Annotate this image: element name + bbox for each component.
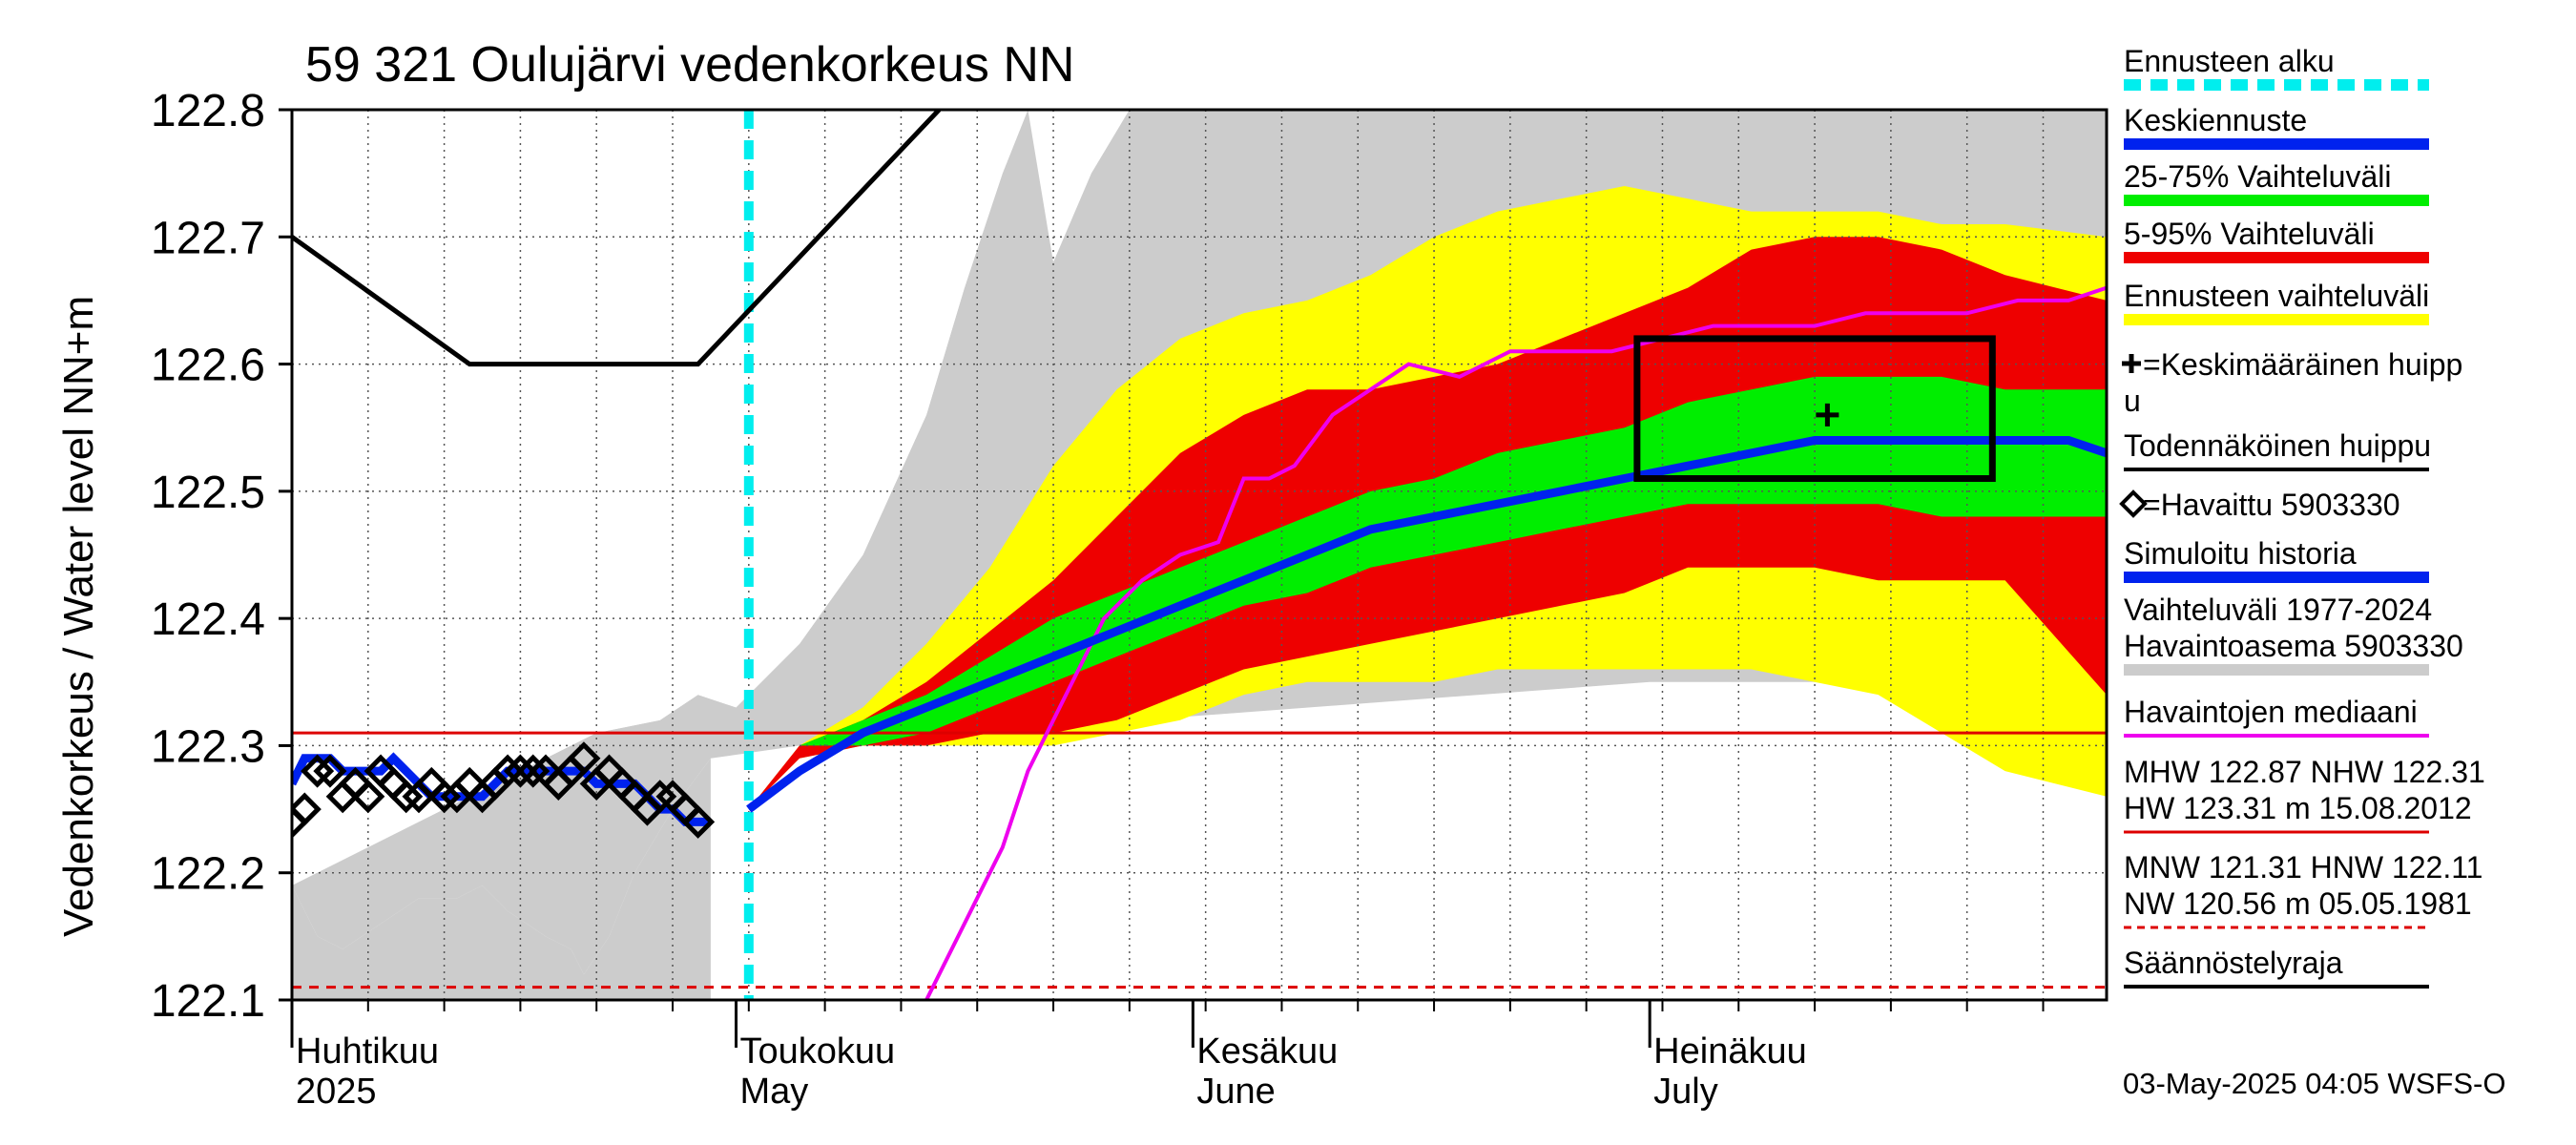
observed-point [681,804,716,839]
y-tick-label: 122.1 [151,976,265,1027]
legend-history-label-1: Vaihteluväli 1977-2024 [2124,593,2432,627]
month-label-fi: Heinäkuu [1653,1031,1807,1072]
legend-probable-peak-label: Todennäköinen huippu [2124,428,2431,463]
month-label-fi: Kesäkuu [1196,1031,1338,1072]
legend-p5_95-label: 5-95% Vaihteluväli [2124,217,2375,251]
observed-point [292,792,322,826]
chart-title: 59 321 Oulujärvi vedenkorkeus NN [305,37,1074,93]
legend-mnw-label-1: MNW 121.31 HNW 122.11 [2124,850,2483,885]
month-label-fi: Huhtikuu [296,1031,439,1072]
month-label-en: June [1196,1072,1275,1112]
plot-area [292,110,2107,1000]
timestamp-label: 03-May-2025 04:05 WSFS-O [2123,1067,2505,1100]
history-range-gap [292,110,1028,734]
observed-point [313,754,347,788]
legend-median-label: Havaintojen mediaani [2124,695,2418,729]
y-tick-label: 122.8 [151,86,265,136]
month-label-en: 2025 [296,1072,377,1112]
mean-forecast-line [746,436,2107,813]
legend-mhw-label-2: HW 123.31 m 15.08.2012 [2124,791,2472,825]
legend-mnw-label-2: NW 120.56 m 05.05.1981 [2124,886,2472,921]
history-range-lower [292,758,711,1000]
legend-regulation-label: Säännöstelyraja [2124,946,2343,980]
observed-point [516,754,551,788]
observed-point [301,754,335,788]
legend-simulated-label: Simuloitu historia [2124,536,2357,571]
observed-point [503,754,537,788]
legend-observed-label: =Havaittu 5903330 [2143,488,2400,522]
legend-observed-marker [2119,489,2148,518]
legend-mean-peak-label-2: u [2124,384,2141,418]
probable-peak-line [292,110,942,367]
legend-mean-peak-label: =Keskimääräinen huipp [2143,347,2462,382]
month-label-en: July [1653,1072,1718,1112]
y-tick-label: 122.7 [151,213,265,263]
range-25-75-band [748,376,2107,810]
observed-point [567,741,601,776]
observed-point [351,780,385,814]
legend-history-label: Havaintoasema 5903330 [2124,629,2463,663]
observed-point [643,780,677,814]
legend-forecast-range-label: Ennusteen vaihteluväli [2124,279,2429,313]
plot-frame [290,108,2109,1002]
probable-peak-box [1633,335,1996,483]
y-tick-label: 122.3 [151,721,265,772]
month-label-fi: Toukokuu [740,1031,896,1072]
y-tick-label: 122.5 [151,468,265,518]
observed-point [389,780,424,814]
y-tick-label: 122.2 [151,849,265,900]
y-axis-label: Vedenkorkeus / Water level NN+m [55,296,102,937]
observed-point [427,780,462,814]
legend-mhw-label-1: MHW 122.87 NHW 122.31 [2124,755,2485,789]
mean-peak-marker [1816,403,1839,427]
month-label-en: May [740,1072,809,1112]
legend-forecast-start-label: Ennusteen alku [2124,44,2335,78]
legend-iqr-label: 25-75% Vaihteluväli [2124,159,2391,194]
y-tick-label: 122.4 [151,594,265,645]
legend-mean-peak-marker [2122,354,2141,373]
observed-point [490,754,525,788]
legend-mean-label: Keskiennuste [2124,103,2307,137]
y-tick-label: 122.6 [151,341,265,391]
